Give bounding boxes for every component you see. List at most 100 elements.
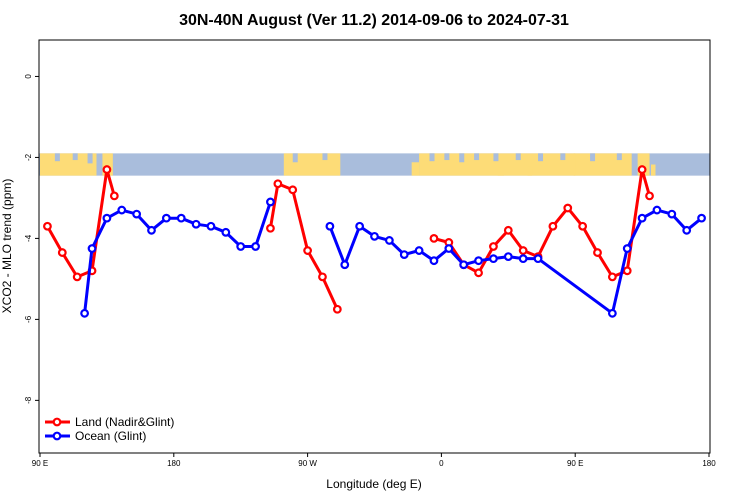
map-coast-6 <box>444 153 450 161</box>
data-point <box>370 231 379 241</box>
series-line <box>433 168 651 279</box>
map-coast-14 <box>616 153 622 161</box>
data-point <box>607 272 617 282</box>
data-point <box>384 236 394 245</box>
map-coast-5 <box>429 153 435 162</box>
map-coast-10 <box>515 153 521 161</box>
data-point <box>429 234 439 243</box>
data-point <box>325 221 335 231</box>
data-point <box>459 260 469 270</box>
map-land-4 <box>283 153 341 176</box>
data-point <box>489 254 498 264</box>
map-coast-s-1 <box>497 167 504 176</box>
y-axis: 0 -2 -4 -6 -8 <box>24 74 39 404</box>
series-ocean <box>80 197 706 318</box>
map-coast-11 <box>538 153 544 162</box>
map-land-1 <box>102 153 113 176</box>
data-point <box>43 221 52 231</box>
map-coast-7 <box>459 153 465 163</box>
data-point <box>161 213 171 223</box>
data-point <box>87 244 97 253</box>
legend-marker <box>52 417 62 427</box>
y-tick-label: -4 <box>24 234 33 242</box>
data-point <box>578 221 588 231</box>
data-point <box>533 254 543 264</box>
data-point <box>489 242 498 251</box>
map-coast-4 <box>322 153 328 161</box>
map-coast-s-0 <box>411 162 420 176</box>
data-point <box>102 165 112 174</box>
data-point <box>266 223 275 233</box>
x-axis-label: Longitude (deg E) <box>326 477 421 491</box>
data-point <box>147 225 156 235</box>
data-point <box>288 185 298 195</box>
data-point <box>518 254 528 264</box>
data-point <box>80 308 89 318</box>
series-line <box>328 208 703 315</box>
legend: Land (Nadir&Glint)Ocean (Glint) <box>45 415 174 443</box>
x-axis: 90 E 180 90 W 0 90 E 180 <box>32 453 716 468</box>
map-land-2 <box>573 153 632 176</box>
map-coast-13 <box>590 153 596 162</box>
map-coast-1 <box>72 153 78 161</box>
data-point <box>429 256 439 266</box>
data-point <box>622 266 632 276</box>
data-point <box>637 213 647 223</box>
y-tick-label: 0 <box>24 74 33 79</box>
data-point <box>191 219 201 229</box>
data-point <box>273 179 283 189</box>
data-point <box>548 221 558 231</box>
map-land-0 <box>40 153 97 176</box>
series-line <box>46 168 116 279</box>
data-point <box>206 221 216 231</box>
data-point <box>652 205 662 215</box>
x-tick-label: 90 E <box>32 459 48 468</box>
legend-label: Land (Nadir&Glint) <box>75 415 174 429</box>
data-point <box>236 242 246 251</box>
data-point <box>72 272 82 282</box>
y-axis-label: XCO2 - MLO trend (ppm) <box>0 179 14 314</box>
legend-marker <box>52 431 62 441</box>
map-coast-8 <box>474 153 480 161</box>
data-point <box>474 268 483 278</box>
map-coast-s-2 <box>527 166 533 176</box>
x-tick-label: 180 <box>702 459 716 468</box>
data-point <box>444 244 454 253</box>
data-point <box>503 225 513 235</box>
x-tick-label: 180 <box>167 459 181 468</box>
map-coast-9 <box>493 153 499 162</box>
data-point <box>645 191 654 201</box>
map-land-3 <box>637 153 650 176</box>
x-tick-label: 90 E <box>567 459 583 468</box>
data-point <box>518 246 528 255</box>
world-map-strip <box>39 153 710 176</box>
y-tick-label: -8 <box>24 396 33 404</box>
data-point <box>132 209 142 219</box>
data-point <box>176 213 186 223</box>
series-land <box>43 165 654 314</box>
y-tick-label: -2 <box>24 153 33 161</box>
data-point <box>102 213 112 223</box>
data-point <box>332 304 342 314</box>
data-point <box>637 165 647 174</box>
x-tick-label: 0 <box>439 459 444 468</box>
data-point <box>622 244 632 253</box>
data-point <box>399 250 409 259</box>
data-point <box>503 252 513 262</box>
map-coast-s-3 <box>651 164 656 176</box>
data-point <box>318 272 327 282</box>
data-point <box>474 256 483 266</box>
data-point <box>355 221 365 231</box>
data-point <box>109 191 119 201</box>
y-tick-label: -6 <box>24 315 33 323</box>
legend-label: Ocean (Glint) <box>75 429 146 443</box>
data-point <box>414 246 424 255</box>
data-point <box>593 248 602 257</box>
map-coast-2 <box>87 153 93 164</box>
data-point <box>340 260 350 270</box>
data-point <box>607 308 617 318</box>
data-point <box>117 205 127 215</box>
data-point <box>303 246 313 255</box>
data-point <box>266 197 275 207</box>
